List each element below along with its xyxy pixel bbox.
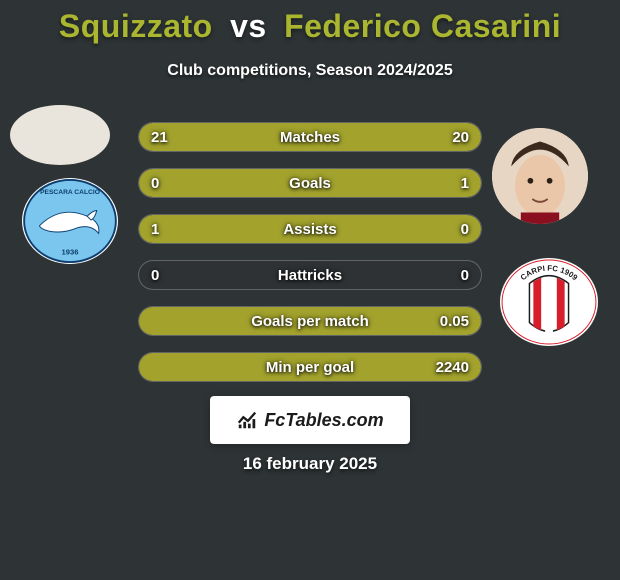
branding-badge: FcTables.com	[210, 396, 410, 444]
stat-label: Matches	[139, 123, 481, 152]
badge-text-bottom: 1936	[62, 247, 79, 256]
face-icon	[492, 128, 588, 224]
badge-text-top: PESCARA CALCIO	[40, 189, 100, 196]
club-logo-right: CARPI FC 1909	[500, 258, 598, 346]
stat-row: 01Goals	[138, 168, 482, 198]
player-photo-right	[492, 128, 588, 224]
stat-row: 00Hattricks	[138, 260, 482, 290]
chart-icon	[236, 409, 258, 431]
stat-label: Min per goal	[139, 353, 481, 382]
page-title: Squizzato vs Federico Casarini	[0, 8, 620, 45]
player-photo-left	[10, 105, 110, 165]
stat-label: Goals	[139, 169, 481, 198]
stat-row: 2240Min per goal	[138, 352, 482, 382]
stat-label: Assists	[139, 215, 481, 244]
title-player-right: Federico Casarini	[284, 8, 561, 44]
stat-row: 0.05Goals per match	[138, 306, 482, 336]
date-text: 16 february 2025	[0, 454, 620, 474]
title-vs: vs	[230, 8, 267, 44]
stat-row: 10Assists	[138, 214, 482, 244]
carpi-badge-icon: CARPI FC 1909	[500, 258, 598, 346]
pescara-badge-icon: PESCARA CALCIO 1936	[22, 178, 118, 264]
subtitle: Club competitions, Season 2024/2025	[0, 62, 620, 80]
club-logo-left: PESCARA CALCIO 1936	[22, 178, 118, 264]
stats-bars: 2120Matches 01Goals 10Assists 00Hattricks 0.…	[138, 122, 482, 398]
stat-label: Hattricks	[139, 261, 481, 290]
stat-label: Goals per match	[139, 307, 481, 336]
branding-text: FcTables.com	[264, 410, 383, 431]
stat-row: 2120Matches	[138, 122, 482, 152]
title-player-left: Squizzato	[59, 8, 213, 44]
comparison-infographic: Squizzato vs Federico Casarini Club comp…	[0, 0, 620, 580]
